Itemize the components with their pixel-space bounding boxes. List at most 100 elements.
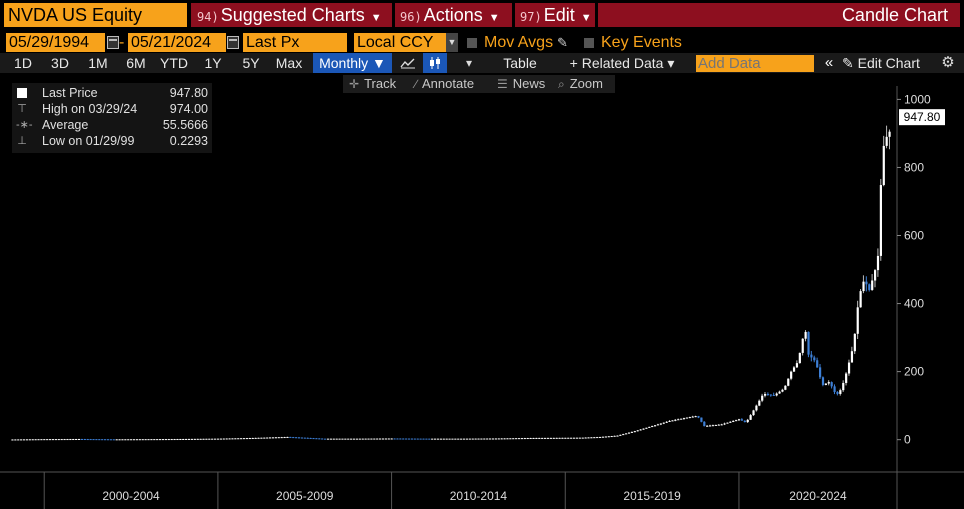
candle-body bbox=[112, 439, 115, 441]
candle-body bbox=[141, 439, 144, 441]
candle-body bbox=[486, 438, 489, 440]
candle-body bbox=[312, 438, 315, 440]
candle-body bbox=[329, 438, 332, 440]
candle-body bbox=[63, 439, 66, 441]
candle-body bbox=[454, 438, 457, 440]
candle-body bbox=[804, 331, 807, 339]
candle-body bbox=[66, 439, 69, 441]
currency-selector[interactable]: Local CCY bbox=[354, 33, 446, 52]
candle-body bbox=[318, 438, 321, 440]
candle-chart-icon[interactable] bbox=[423, 53, 447, 73]
calendar-icon[interactable] bbox=[227, 36, 239, 49]
candle-body bbox=[57, 439, 60, 441]
legend-value: 947.80 bbox=[169, 86, 208, 100]
start-date-field[interactable]: 05/29/1994 bbox=[6, 33, 105, 52]
edit-menu[interactable]: 97) Edit ▼ bbox=[515, 3, 595, 27]
candle-body bbox=[781, 389, 784, 392]
candle-body bbox=[147, 439, 150, 441]
candle-body bbox=[474, 438, 477, 440]
period-ytd-button[interactable]: YTD bbox=[160, 55, 188, 71]
candle-body bbox=[460, 438, 463, 440]
candle-body bbox=[685, 417, 689, 419]
candle-body bbox=[584, 437, 587, 439]
gear-icon[interactable]: ⚙ bbox=[941, 54, 955, 71]
news-button[interactable]: ☰ News bbox=[497, 75, 545, 93]
candle-body bbox=[216, 438, 220, 440]
security-field[interactable]: NVDA US Equity bbox=[4, 3, 187, 27]
legend-last-price[interactable]: Last Price 947.80 bbox=[12, 85, 212, 101]
candle-body bbox=[665, 421, 668, 423]
legend-value: 974.00 bbox=[169, 102, 208, 116]
candle-body bbox=[83, 439, 86, 441]
candle-body bbox=[34, 439, 37, 441]
candle-body bbox=[810, 354, 813, 358]
chevron-down-icon[interactable]: ▾ bbox=[465, 56, 473, 70]
candle-body bbox=[807, 331, 810, 355]
candle-body bbox=[737, 419, 741, 421]
menu-number: 94) bbox=[197, 10, 219, 24]
calendar-icon[interactable] bbox=[107, 36, 119, 49]
candle-body bbox=[775, 393, 778, 396]
candle-body bbox=[607, 436, 610, 438]
period-1y-button[interactable]: 1Y bbox=[204, 55, 222, 71]
candle-body bbox=[434, 438, 437, 440]
table-button[interactable]: Table bbox=[503, 55, 537, 71]
candle-body bbox=[604, 436, 607, 438]
title-bar: NVDA US Equity 94) Suggested Charts ▼ 96) A… bbox=[0, 0, 964, 30]
annotate-icon: ∕ bbox=[415, 77, 418, 91]
suggested-charts-menu[interactable]: 94) Suggested Charts ▼ bbox=[191, 3, 392, 27]
period-max-button[interactable]: Max bbox=[275, 55, 303, 71]
chevron-down-icon[interactable]: ▼ bbox=[446, 33, 458, 52]
candle-body bbox=[871, 280, 874, 290]
edit-chart-button[interactable]: ✎ Edit Chart bbox=[842, 53, 934, 73]
candle-body bbox=[379, 438, 382, 440]
actions-menu[interactable]: 96) Actions ▼ bbox=[395, 3, 512, 27]
candle-body bbox=[795, 363, 799, 368]
candle-body bbox=[868, 284, 871, 290]
candle-body bbox=[520, 438, 524, 440]
candle-body bbox=[570, 437, 573, 439]
key-events-label: Key Events bbox=[601, 34, 682, 51]
period-1d-button[interactable]: 1D bbox=[14, 55, 32, 71]
period-6m-button[interactable]: 6M bbox=[126, 55, 146, 71]
candle-body bbox=[494, 438, 497, 440]
track-button[interactable]: ✛ Track bbox=[349, 75, 396, 93]
candle-body bbox=[11, 439, 14, 441]
line-chart-icon[interactable] bbox=[396, 53, 420, 73]
candle-body bbox=[544, 437, 547, 439]
candle-body bbox=[862, 281, 865, 292]
candle-body bbox=[251, 437, 254, 439]
candle-body bbox=[17, 439, 20, 441]
last-price-label: 947.80 bbox=[904, 110, 941, 124]
candle-body bbox=[503, 438, 506, 440]
candle-body bbox=[25, 439, 29, 441]
candle-body bbox=[361, 438, 364, 440]
pencil-icon[interactable]: ✎ bbox=[557, 35, 568, 50]
annotate-button[interactable]: ∕ Annotate bbox=[415, 75, 474, 93]
candle-body bbox=[801, 338, 804, 353]
candle-body bbox=[509, 438, 512, 440]
candle-body bbox=[101, 439, 104, 441]
related-data-button[interactable]: + Related Data ▾ bbox=[569, 55, 675, 71]
end-date-field[interactable]: 05/21/2024 bbox=[128, 33, 226, 52]
zoom-button[interactable]: ⌕ Zoom bbox=[558, 75, 603, 93]
mov-avgs-checkbox[interactable] bbox=[467, 38, 477, 48]
candle-body bbox=[784, 385, 787, 390]
track-label: Track bbox=[364, 76, 397, 91]
candle-body bbox=[170, 439, 173, 441]
candle-body bbox=[439, 438, 442, 440]
frequency-dropdown[interactable]: Monthly ▼ bbox=[313, 53, 392, 73]
period-5y-button[interactable]: 5Y bbox=[242, 55, 260, 71]
field-selector[interactable]: Last Px bbox=[243, 33, 347, 52]
candle-body bbox=[752, 410, 755, 416]
candle-body bbox=[827, 382, 830, 384]
candle-body bbox=[703, 421, 706, 427]
low-marker-icon: ⊥ bbox=[17, 135, 27, 147]
candle-body bbox=[587, 437, 590, 439]
candle-body bbox=[830, 382, 833, 387]
add-data-input[interactable] bbox=[696, 55, 814, 72]
key-events-checkbox[interactable] bbox=[584, 38, 594, 48]
period-1m-button[interactable]: 1M bbox=[88, 55, 108, 71]
period-3d-button[interactable]: 3D bbox=[51, 55, 69, 71]
collapse-chevrons-icon[interactable]: « bbox=[824, 54, 834, 71]
